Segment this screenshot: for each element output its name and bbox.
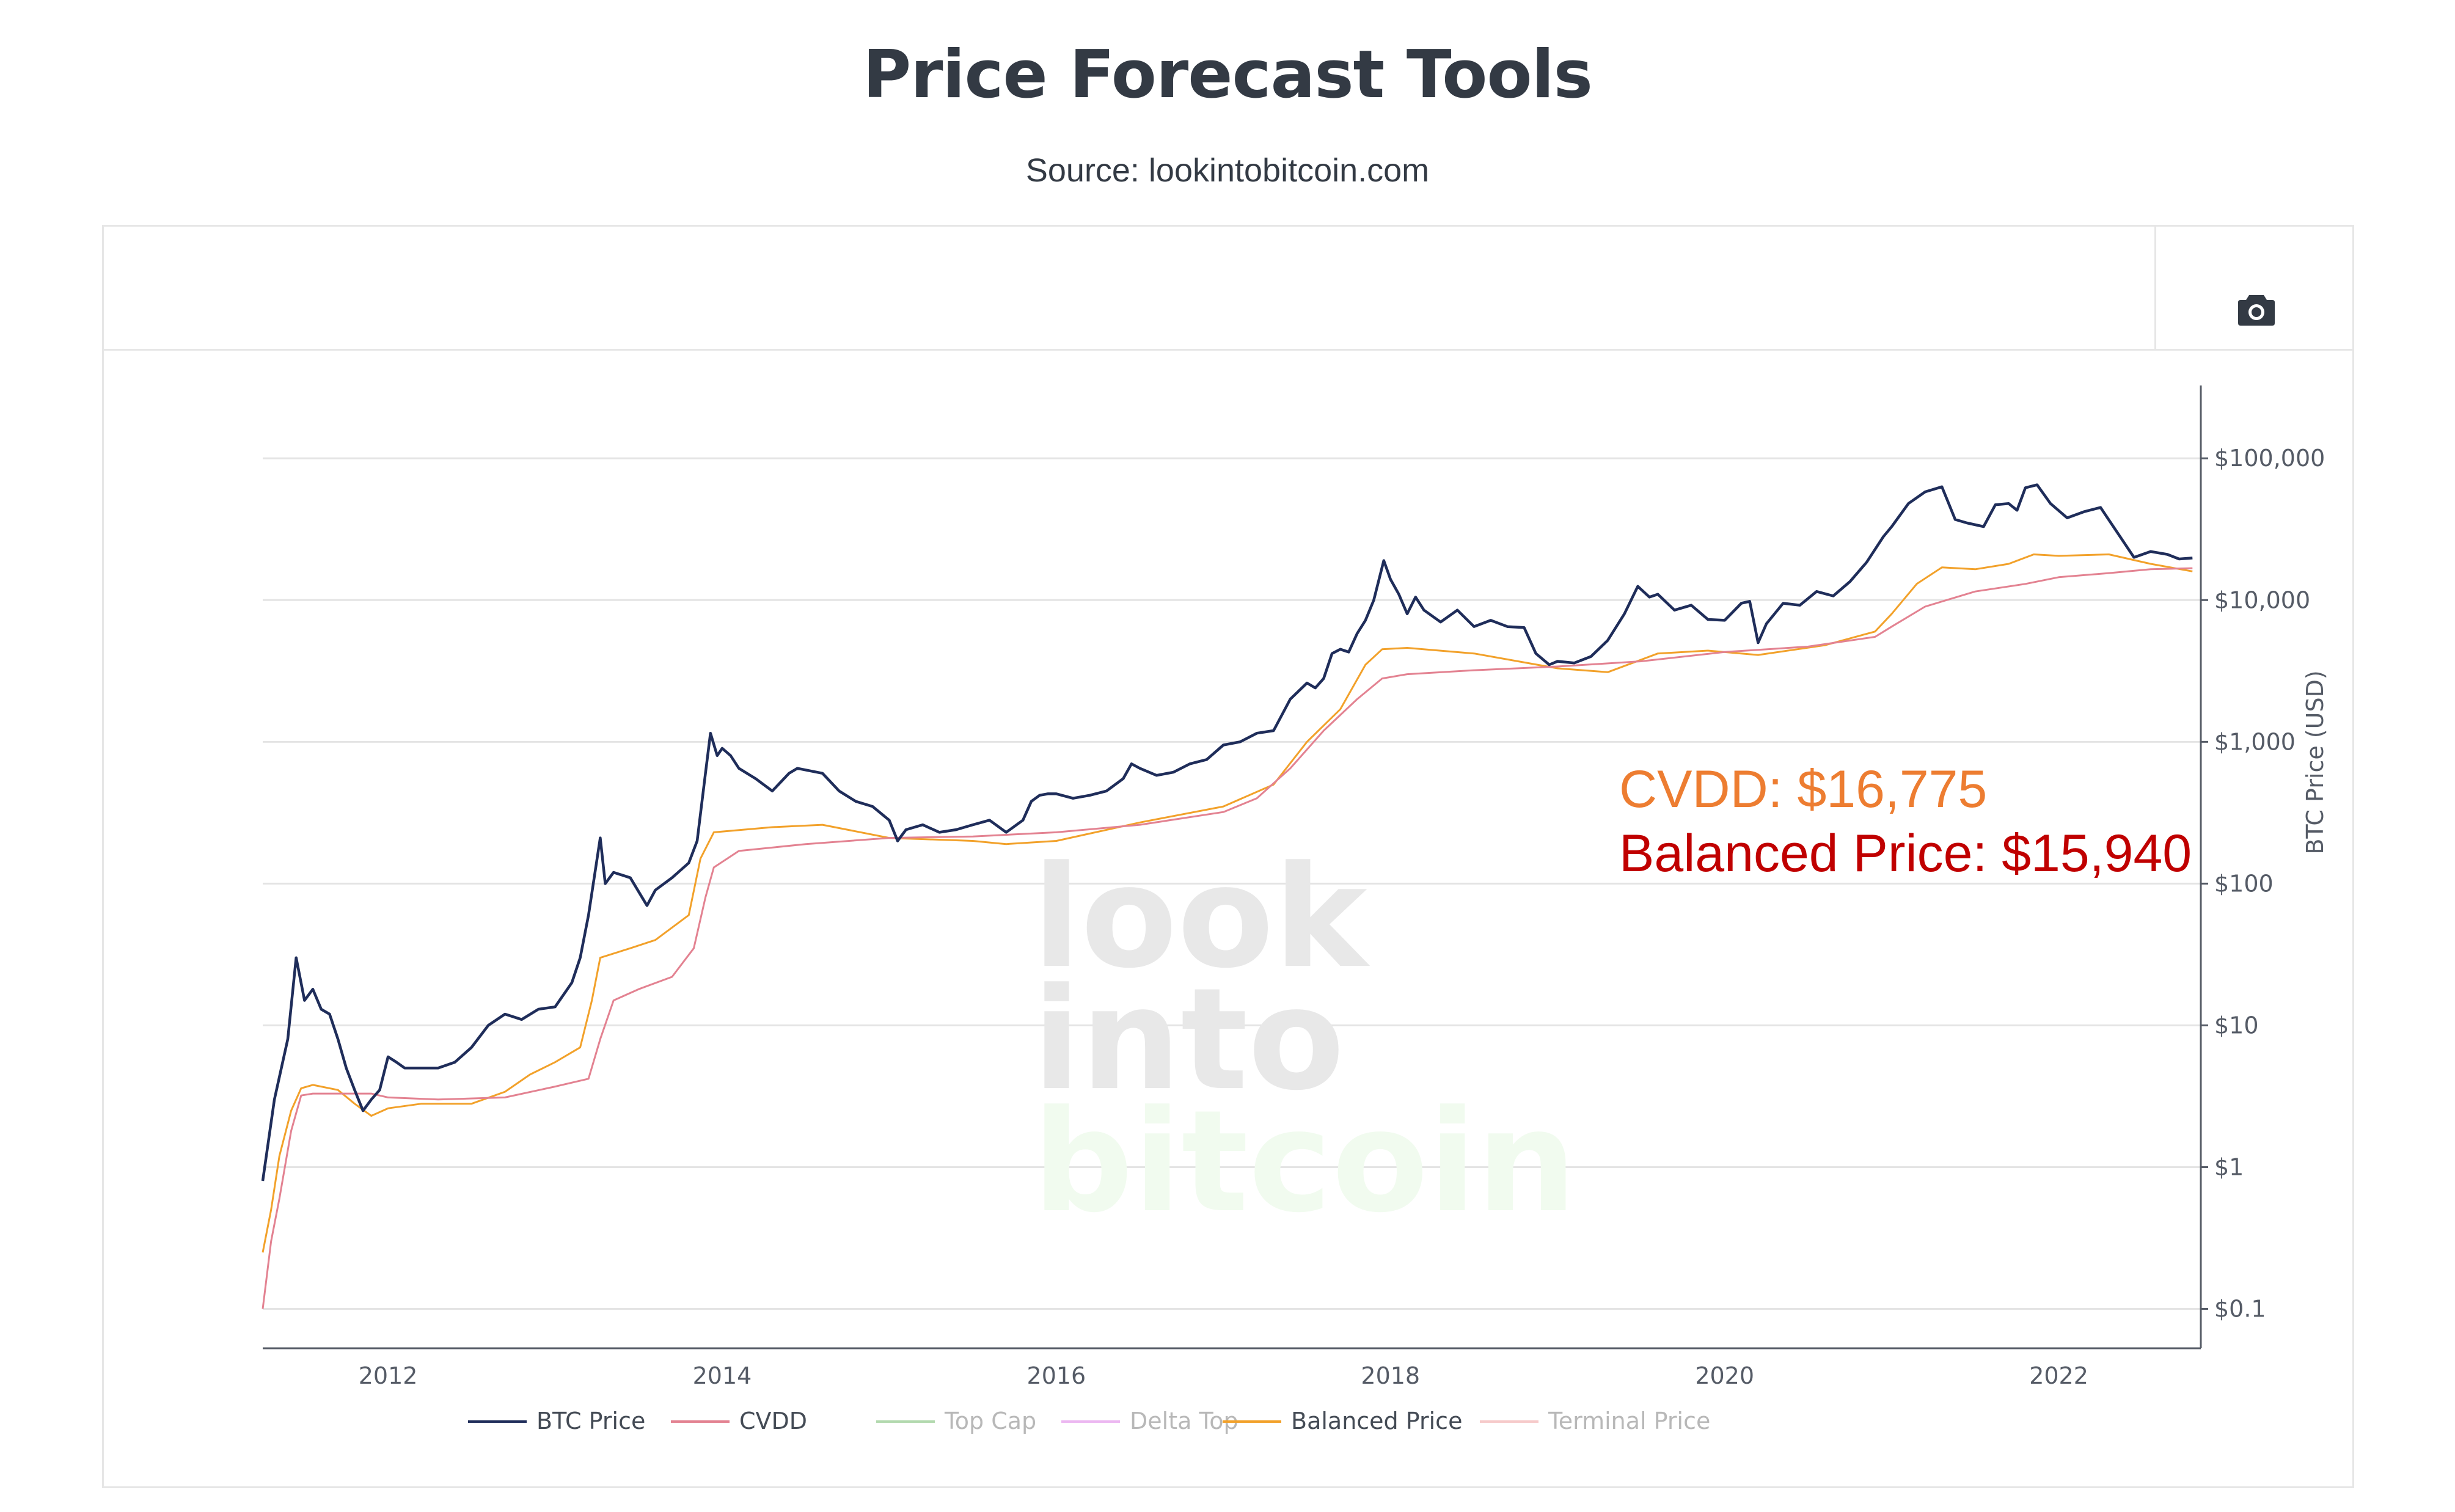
legend: BTC Price CVDD Top Cap Delta Top Balanced Pr…	[468, 1408, 1710, 1434]
y-tick-label: $0.1	[2214, 1296, 2266, 1323]
y-tick-label: $100	[2214, 870, 2274, 897]
legend-item-top-cap[interactable]: Top Cap	[876, 1408, 1036, 1434]
legend-item-cvdd[interactable]: CVDD	[671, 1408, 807, 1434]
series-layer	[261, 483, 2193, 1309]
watermark: look into bitcoin	[1033, 836, 1576, 1244]
balanced-price-annotation: Balanced Price: $15,940	[1619, 824, 2192, 883]
grid	[263, 457, 2201, 1310]
y-tick-label: $10	[2214, 1012, 2259, 1039]
chart-svg: look into bitcoin $0.1 $1 $10 $100 $1,000 $10…	[261, 385, 2329, 1434]
legend-item-balanced-price[interactable]: Balanced Price	[1223, 1408, 1462, 1434]
legend-label: Top Cap	[944, 1408, 1036, 1434]
x-tick-label: 2018	[1361, 1362, 1420, 1389]
page-subtitle: Source: lookintobitcoin.com	[1025, 152, 1430, 189]
legend-label: Terminal Price	[1548, 1408, 1710, 1434]
watermark-look: look	[1033, 836, 1370, 999]
legend-label: Delta Top	[1130, 1408, 1238, 1434]
legend-label: CVDD	[739, 1408, 807, 1434]
x-tick-label: 2020	[1695, 1362, 1754, 1389]
y-tick-label: $100,000	[2214, 445, 2325, 472]
series-line-cvdd[interactable]	[262, 567, 2193, 1309]
x-tick-label: 2012	[359, 1362, 418, 1389]
camera-icon[interactable]	[2232, 285, 2281, 334]
chart-card: look into bitcoin $0.1 $1 $10 $100 $1,000 $10…	[102, 225, 2354, 1488]
legend-label: Balanced Price	[1291, 1408, 1462, 1434]
y-axis-title: BTC Price (USD)	[2302, 670, 2329, 854]
y-tick-label: $1,000	[2214, 728, 2296, 755]
toolbar-divider	[2154, 227, 2156, 349]
chart-toolbar	[104, 227, 2352, 351]
series-line-balanced-price[interactable]	[262, 553, 2193, 1253]
legend-item-btc-price[interactable]: BTC Price	[468, 1408, 645, 1434]
annotations: CVDD: $16,775 Balanced Price: $15,940	[1619, 760, 2192, 883]
watermark-into: into	[1033, 959, 1345, 1122]
page-title: Price Forecast Tools	[863, 37, 1593, 113]
x-tick-label: 2022	[2029, 1362, 2088, 1389]
y-tick-label: $1	[2214, 1153, 2244, 1180]
legend-label: BTC Price	[536, 1408, 645, 1434]
x-tick-label: 2014	[693, 1362, 752, 1389]
axes: $0.1 $1 $10 $100 $1,000 $10,000 $100,000 2012 20…	[263, 385, 2329, 1389]
series-line-btc-price[interactable]	[261, 483, 2193, 1181]
cvdd-annotation: CVDD: $16,775	[1619, 760, 1987, 819]
y-tick-label: $10,000	[2214, 586, 2310, 613]
x-tick-label: 2016	[1027, 1362, 1086, 1389]
watermark-bitcoin: bitcoin	[1033, 1081, 1576, 1244]
legend-item-terminal-price[interactable]: Terminal Price	[1480, 1408, 1710, 1434]
legend-item-delta-top[interactable]: Delta Top	[1061, 1408, 1238, 1434]
